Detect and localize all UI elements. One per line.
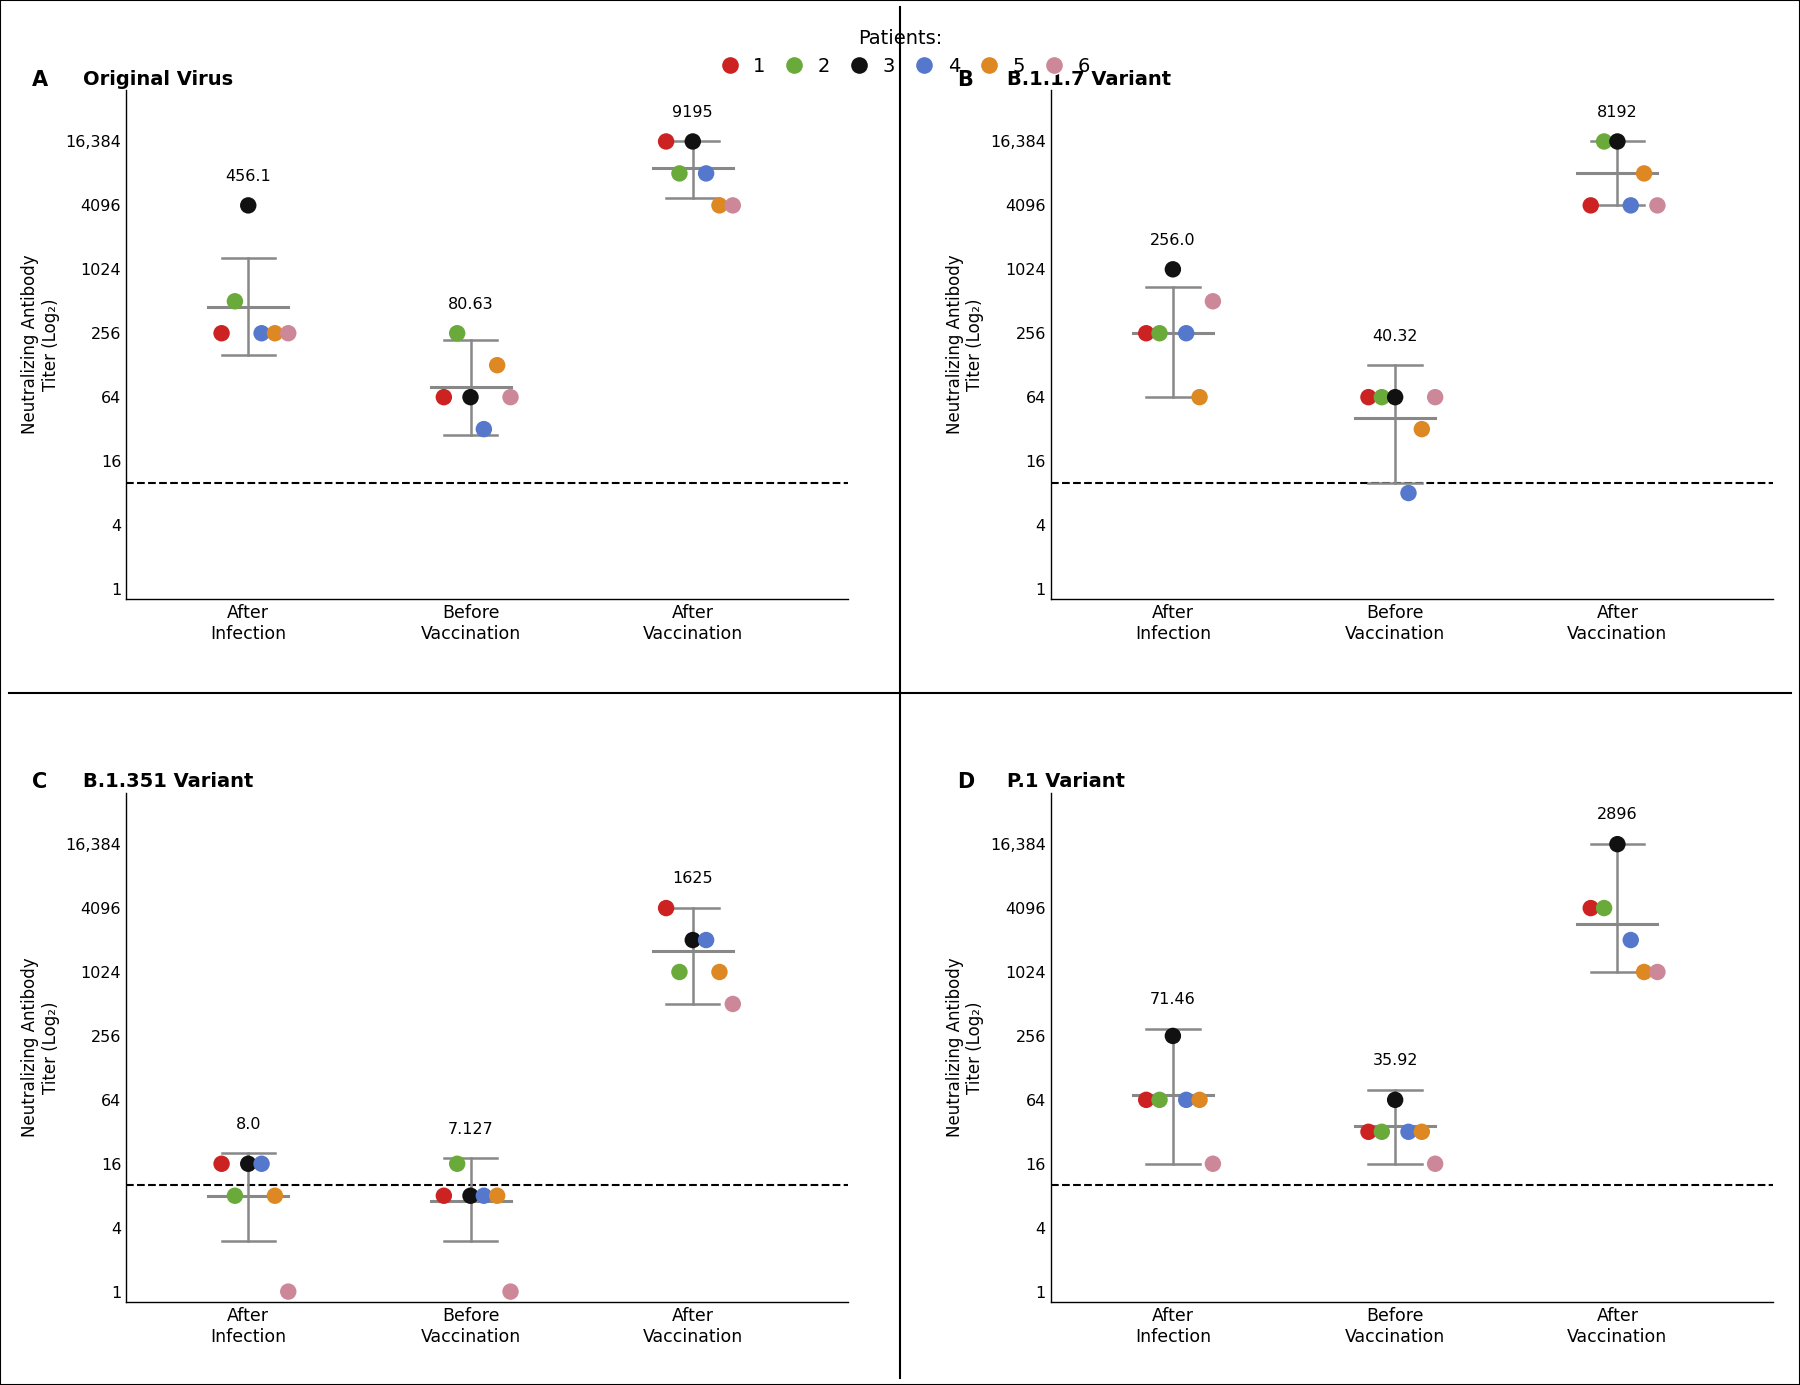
Point <box>1159 1025 1188 1047</box>
Point <box>207 1152 236 1174</box>
Point <box>261 1184 290 1206</box>
Point <box>664 162 693 184</box>
Point <box>221 291 250 313</box>
Point <box>247 323 275 345</box>
Text: 71.46: 71.46 <box>1150 992 1195 1007</box>
Point <box>443 1152 472 1174</box>
Point <box>482 1184 511 1206</box>
Y-axis label: Neutralizing Antibody
Titer (Log₂): Neutralizing Antibody Titer (Log₂) <box>945 255 985 435</box>
Point <box>1629 961 1658 983</box>
Text: 8.0: 8.0 <box>236 1116 261 1132</box>
Point <box>1159 258 1188 280</box>
Point <box>1616 929 1645 951</box>
Text: Original Virus: Original Virus <box>83 69 232 89</box>
Text: B.1.351 Variant: B.1.351 Variant <box>83 773 254 791</box>
Point <box>1393 482 1422 504</box>
Point <box>1616 194 1645 216</box>
Point <box>430 386 459 409</box>
Point <box>1172 1089 1201 1111</box>
Point <box>470 1184 499 1206</box>
Point <box>455 1184 484 1206</box>
Point <box>1172 323 1201 345</box>
Text: D: D <box>958 773 974 792</box>
Point <box>470 418 499 440</box>
Point <box>1420 386 1449 409</box>
Point <box>455 386 484 409</box>
Text: B: B <box>958 69 972 90</box>
Text: 7.127: 7.127 <box>448 1122 493 1137</box>
Point <box>1393 1120 1422 1143</box>
Point <box>718 993 747 1015</box>
Point <box>1368 1120 1397 1143</box>
Point <box>1604 130 1633 152</box>
Point <box>706 961 734 983</box>
Text: C: C <box>32 773 47 792</box>
Point <box>443 323 472 345</box>
Y-axis label: Neutralizing Antibody
Titer (Log₂): Neutralizing Antibody Titer (Log₂) <box>22 957 59 1137</box>
Point <box>430 1184 459 1206</box>
Point <box>1199 1152 1228 1174</box>
Point <box>691 929 720 951</box>
Point <box>482 355 511 377</box>
Point <box>221 1184 250 1206</box>
Point <box>664 961 693 983</box>
Point <box>652 130 680 152</box>
Point <box>234 194 263 216</box>
Text: B.1.1.7 Variant: B.1.1.7 Variant <box>1008 69 1172 89</box>
Point <box>691 162 720 184</box>
Point <box>1145 1089 1174 1111</box>
Y-axis label: Neutralizing Antibody
Titer (Log₂): Neutralizing Antibody Titer (Log₂) <box>945 957 985 1137</box>
Point <box>1184 386 1213 409</box>
Point <box>718 194 747 216</box>
Text: 8192: 8192 <box>1597 105 1638 119</box>
Point <box>1132 1089 1161 1111</box>
Point <box>1643 961 1672 983</box>
Point <box>1604 832 1633 855</box>
Point <box>1132 323 1161 345</box>
Point <box>706 194 734 216</box>
Point <box>1589 130 1618 152</box>
Point <box>652 897 680 920</box>
Text: A: A <box>32 69 49 90</box>
Point <box>1577 194 1606 216</box>
Text: 40.32: 40.32 <box>1372 328 1418 343</box>
Point <box>1381 1089 1409 1111</box>
Point <box>1643 194 1672 216</box>
Y-axis label: Neutralizing Antibody
Titer (Log₂): Neutralizing Antibody Titer (Log₂) <box>22 255 59 435</box>
Point <box>679 929 707 951</box>
Point <box>247 1152 275 1174</box>
Point <box>1408 418 1436 440</box>
Point <box>497 1281 526 1303</box>
Point <box>1381 386 1409 409</box>
Point <box>207 323 236 345</box>
Point <box>1145 323 1174 345</box>
Point <box>679 130 707 152</box>
Point <box>261 323 290 345</box>
Text: P.1 Variant: P.1 Variant <box>1008 773 1125 791</box>
Point <box>1368 386 1397 409</box>
Text: 1625: 1625 <box>673 871 713 886</box>
Point <box>274 323 302 345</box>
Text: 9195: 9195 <box>673 105 713 119</box>
Point <box>1577 897 1606 920</box>
Point <box>1354 386 1382 409</box>
Point <box>1629 162 1658 184</box>
Text: 2896: 2896 <box>1597 807 1638 823</box>
Text: 256.0: 256.0 <box>1150 233 1195 248</box>
Point <box>1589 897 1618 920</box>
Legend: 1, 2, 3, 4, 5, 6: 1, 2, 3, 4, 5, 6 <box>702 21 1098 84</box>
Text: 35.92: 35.92 <box>1372 1053 1418 1068</box>
Point <box>274 1281 302 1303</box>
Point <box>1408 1120 1436 1143</box>
Point <box>1199 291 1228 313</box>
Text: 456.1: 456.1 <box>225 169 272 184</box>
Text: 80.63: 80.63 <box>448 296 493 312</box>
Point <box>1354 1120 1382 1143</box>
Point <box>1184 1089 1213 1111</box>
Point <box>234 1152 263 1174</box>
Point <box>497 386 526 409</box>
Point <box>1420 1152 1449 1174</box>
